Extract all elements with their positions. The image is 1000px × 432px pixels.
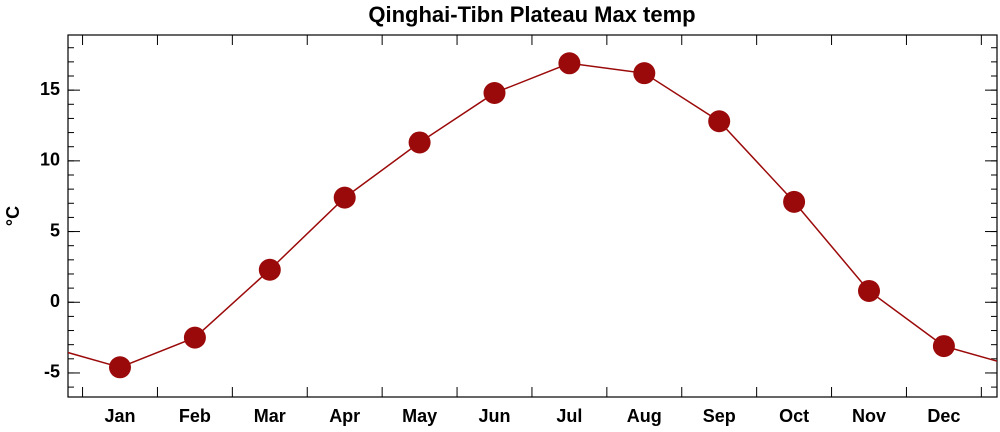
wrap-line bbox=[943, 345, 997, 362]
x-tick-label: Jul bbox=[556, 406, 582, 426]
x-tick-label: Nov bbox=[852, 406, 886, 426]
data-point bbox=[858, 279, 880, 302]
x-tick-label: Feb bbox=[179, 406, 211, 426]
y-axis-label: °C bbox=[3, 206, 23, 226]
data-point bbox=[783, 190, 806, 213]
data-point bbox=[633, 62, 656, 85]
data-point bbox=[258, 258, 281, 281]
data-point bbox=[708, 110, 731, 133]
x-tick-label: Dec bbox=[927, 406, 960, 426]
wrap-line bbox=[68, 351, 121, 369]
y-tick-label: 10 bbox=[40, 150, 60, 170]
x-tick-label: Jun bbox=[478, 406, 510, 426]
y-tick-label: 5 bbox=[50, 220, 60, 240]
data-point bbox=[483, 81, 506, 104]
x-tick-label: Sep bbox=[703, 406, 736, 426]
x-tick-label: May bbox=[402, 406, 437, 426]
data-line bbox=[119, 62, 945, 369]
data-point bbox=[408, 131, 431, 154]
data-point bbox=[333, 186, 356, 209]
data-point bbox=[183, 326, 206, 349]
chart-title: Qinghai-Tibn Plateau Max temp bbox=[368, 2, 695, 27]
data-point bbox=[109, 356, 131, 379]
y-tick-label: -5 bbox=[44, 362, 60, 382]
data-point bbox=[932, 335, 955, 358]
x-tick-label: Jan bbox=[104, 406, 135, 426]
x-tick-label: Aug bbox=[627, 406, 662, 426]
y-tick-label: 15 bbox=[40, 79, 60, 99]
plot-frame bbox=[67, 34, 998, 398]
data-point bbox=[558, 52, 581, 75]
y-tick-label: 0 bbox=[50, 291, 60, 311]
x-tick-label: Apr bbox=[329, 406, 360, 426]
x-tick-label: Oct bbox=[779, 406, 809, 426]
x-tick-label: Mar bbox=[254, 406, 286, 426]
